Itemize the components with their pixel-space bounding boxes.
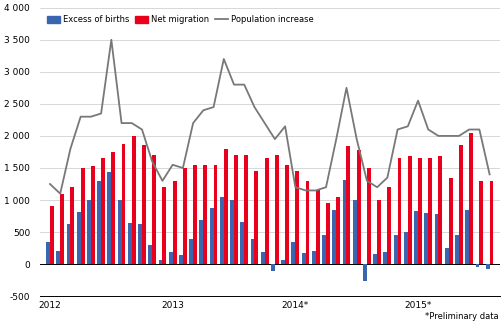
Bar [343,180,346,264]
Bar [336,197,340,264]
Bar [479,181,483,264]
Bar [271,264,275,271]
Bar [148,245,152,264]
Bar [367,168,371,264]
Bar [434,214,438,264]
Bar [169,252,173,264]
Bar [438,156,443,264]
Bar [107,172,111,264]
Bar [193,165,197,264]
Bar [162,187,166,264]
Bar [384,252,388,264]
Bar [302,253,305,264]
Bar [388,187,391,264]
Bar [220,197,224,264]
Bar [183,168,187,264]
Bar [424,213,428,264]
Legend: Excess of births, Net migration, Population increase: Excess of births, Net migration, Populat… [44,12,317,28]
Bar [240,222,244,264]
Bar [67,225,71,264]
Bar [244,155,248,264]
Bar [469,133,473,264]
Bar [261,252,265,264]
Bar [445,248,449,264]
Bar [203,165,207,264]
Bar [418,158,422,264]
Bar [316,191,320,264]
Bar [152,155,156,264]
Bar [214,165,217,264]
Bar [312,251,316,264]
Bar [285,165,289,264]
Bar [56,251,60,264]
Bar [332,210,336,264]
Bar [117,200,121,264]
Bar [326,203,330,264]
Bar [357,150,360,264]
Bar [224,149,228,264]
Bar [408,156,412,264]
Bar [210,208,214,264]
Bar [46,242,50,264]
Bar [475,264,479,267]
Bar [281,260,285,264]
Bar [363,264,367,281]
Bar [200,220,203,264]
Bar [305,181,309,264]
Bar [179,255,183,264]
Bar [322,235,326,264]
Bar [394,235,398,264]
Bar [159,260,162,264]
Bar [111,152,115,264]
Bar [291,242,295,264]
Bar [60,194,64,264]
Bar [81,168,85,264]
Bar [250,239,255,264]
Bar [91,166,95,264]
Bar [449,178,453,264]
Bar [459,145,463,264]
Bar [128,223,132,264]
Text: *Preliminary data: *Preliminary data [425,312,499,321]
Bar [428,158,432,264]
Bar [295,170,299,264]
Bar [121,144,125,264]
Bar [138,224,142,264]
Bar [265,158,269,264]
Bar [275,155,279,264]
Bar [346,145,350,264]
Bar [353,200,357,264]
Bar [87,200,91,264]
Bar [142,145,146,264]
Bar [455,235,459,264]
Bar [230,200,234,264]
Bar [404,232,408,264]
Bar [414,211,418,264]
Bar [71,187,74,264]
Bar [373,254,377,264]
Bar [234,155,238,264]
Bar [377,200,381,264]
Bar [173,181,176,264]
Bar [189,239,193,264]
Bar [398,158,402,264]
Bar [97,181,101,264]
Bar [255,171,259,264]
Bar [101,158,105,264]
Bar [50,206,54,264]
Bar [77,212,81,264]
Bar [489,181,493,264]
Bar [465,210,469,264]
Bar [486,264,489,269]
Bar [132,136,136,264]
